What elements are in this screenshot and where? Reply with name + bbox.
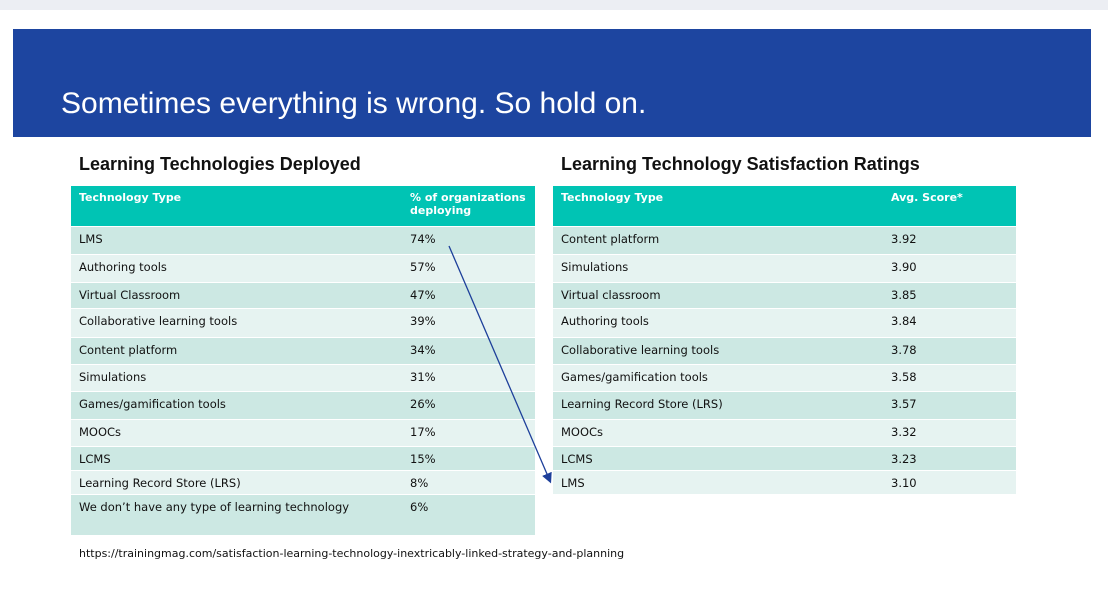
slide-title: Sometimes everything is wrong. So hold o…: [61, 87, 647, 120]
cell: Virtual Classroom: [71, 283, 402, 308]
cell: 74%: [402, 227, 535, 254]
cell: 15%: [402, 447, 535, 470]
cell: 3.23: [883, 447, 1016, 470]
cell: MOOCs: [553, 420, 883, 446]
cell: Learning Record Store (LRS): [71, 471, 402, 494]
cell: 47%: [402, 283, 535, 308]
cell: 3.78: [883, 338, 1016, 364]
cell: Authoring tools: [71, 255, 402, 282]
cell: Collaborative learning tools: [71, 309, 402, 337]
row: Games/gamification tools 3.58: [553, 365, 1016, 391]
cell: LCMS: [71, 447, 402, 470]
header-cell: Technology Type: [553, 186, 883, 226]
cell: MOOCs: [71, 420, 402, 446]
row: MOOCs 17%: [71, 420, 535, 446]
row: MOOCs 3.32: [553, 420, 1016, 446]
cell: 3.10: [883, 471, 1016, 494]
cell: Content platform: [553, 227, 883, 254]
cell: Games/gamification tools: [71, 392, 402, 419]
row: LCMS 15%: [71, 447, 535, 470]
header-row: Technology Type Avg. Score*: [553, 186, 1016, 226]
cell: 3.90: [883, 255, 1016, 282]
row: Learning Record Store (LRS) 8%: [71, 471, 535, 494]
header-cell: % of organizations deploying: [402, 186, 535, 226]
header-row: Technology Type% of organizations deploy…: [71, 186, 535, 226]
row: Games/gamification tools 26%: [71, 392, 535, 419]
cell: 26%: [402, 392, 535, 419]
row: LMS 74%: [71, 227, 535, 254]
cell: Learning Record Store (LRS): [553, 392, 883, 419]
cell: Games/gamification tools: [553, 365, 883, 391]
row: Collaborative learning tools 3.78: [553, 338, 1016, 364]
cell: Simulations: [71, 365, 402, 391]
cell: 3.58: [883, 365, 1016, 391]
cell: 3.32: [883, 420, 1016, 446]
row: Content platform 34%: [71, 338, 535, 364]
row: Virtual Classroom 47%: [71, 283, 535, 308]
cell: LCMS: [553, 447, 883, 470]
top-bar: [0, 0, 1108, 10]
row: Virtual classroom 3.85: [553, 283, 1016, 308]
cell: 3.85: [883, 283, 1016, 308]
header-cell: Technology Type: [71, 186, 402, 226]
cell: Simulations: [553, 255, 883, 282]
cell: Virtual classroom: [553, 283, 883, 308]
row: LCMS 3.23: [553, 447, 1016, 470]
row: Simulations 31%: [71, 365, 535, 391]
row: Authoring tools 57%: [71, 255, 535, 282]
source-url: https://trainingmag.com/satisfaction-lea…: [79, 547, 625, 560]
cell: 39%: [402, 309, 535, 337]
cell: 8%: [402, 471, 535, 494]
cell: 31%: [402, 365, 535, 391]
cell: 3.92: [883, 227, 1016, 254]
cell: Authoring tools: [553, 309, 883, 337]
row: Simulations 3.90: [553, 255, 1016, 282]
cell: 34%: [402, 338, 535, 364]
cell: Collaborative learning tools: [553, 338, 883, 364]
cell: 3.84: [883, 309, 1016, 337]
cell: 57%: [402, 255, 535, 282]
table-heading: Learning Technology Satisfaction Ratings: [561, 154, 920, 174]
cell: 17%: [402, 420, 535, 446]
row: We don’t have any type of learning techn…: [71, 495, 535, 535]
satisfaction-table: Technology Type Avg. Score* Content platfo…: [553, 185, 1016, 495]
row: Learning Record Store (LRS) 3.57: [553, 392, 1016, 419]
cell: We don’t have any type of learning techn…: [71, 495, 402, 535]
cell: Content platform: [71, 338, 402, 364]
cell: LMS: [553, 471, 883, 494]
cell: 3.57: [883, 392, 1016, 419]
row: LMS 3.10: [553, 471, 1016, 494]
banner: Sometimes everything is wrong. So hold o…: [13, 29, 1091, 137]
cell: 6%: [402, 495, 535, 535]
header-cell: Avg. Score*: [883, 186, 1016, 226]
row: Content platform 3.92: [553, 227, 1016, 254]
row: Authoring tools 3.84: [553, 309, 1016, 337]
row: Collaborative learning tools 39%: [71, 309, 535, 337]
cell: LMS: [71, 227, 402, 254]
table-heading: Learning Technologies Deployed: [79, 154, 361, 174]
deployed-table: Technology Type% of organizations deploy…: [71, 185, 535, 536]
